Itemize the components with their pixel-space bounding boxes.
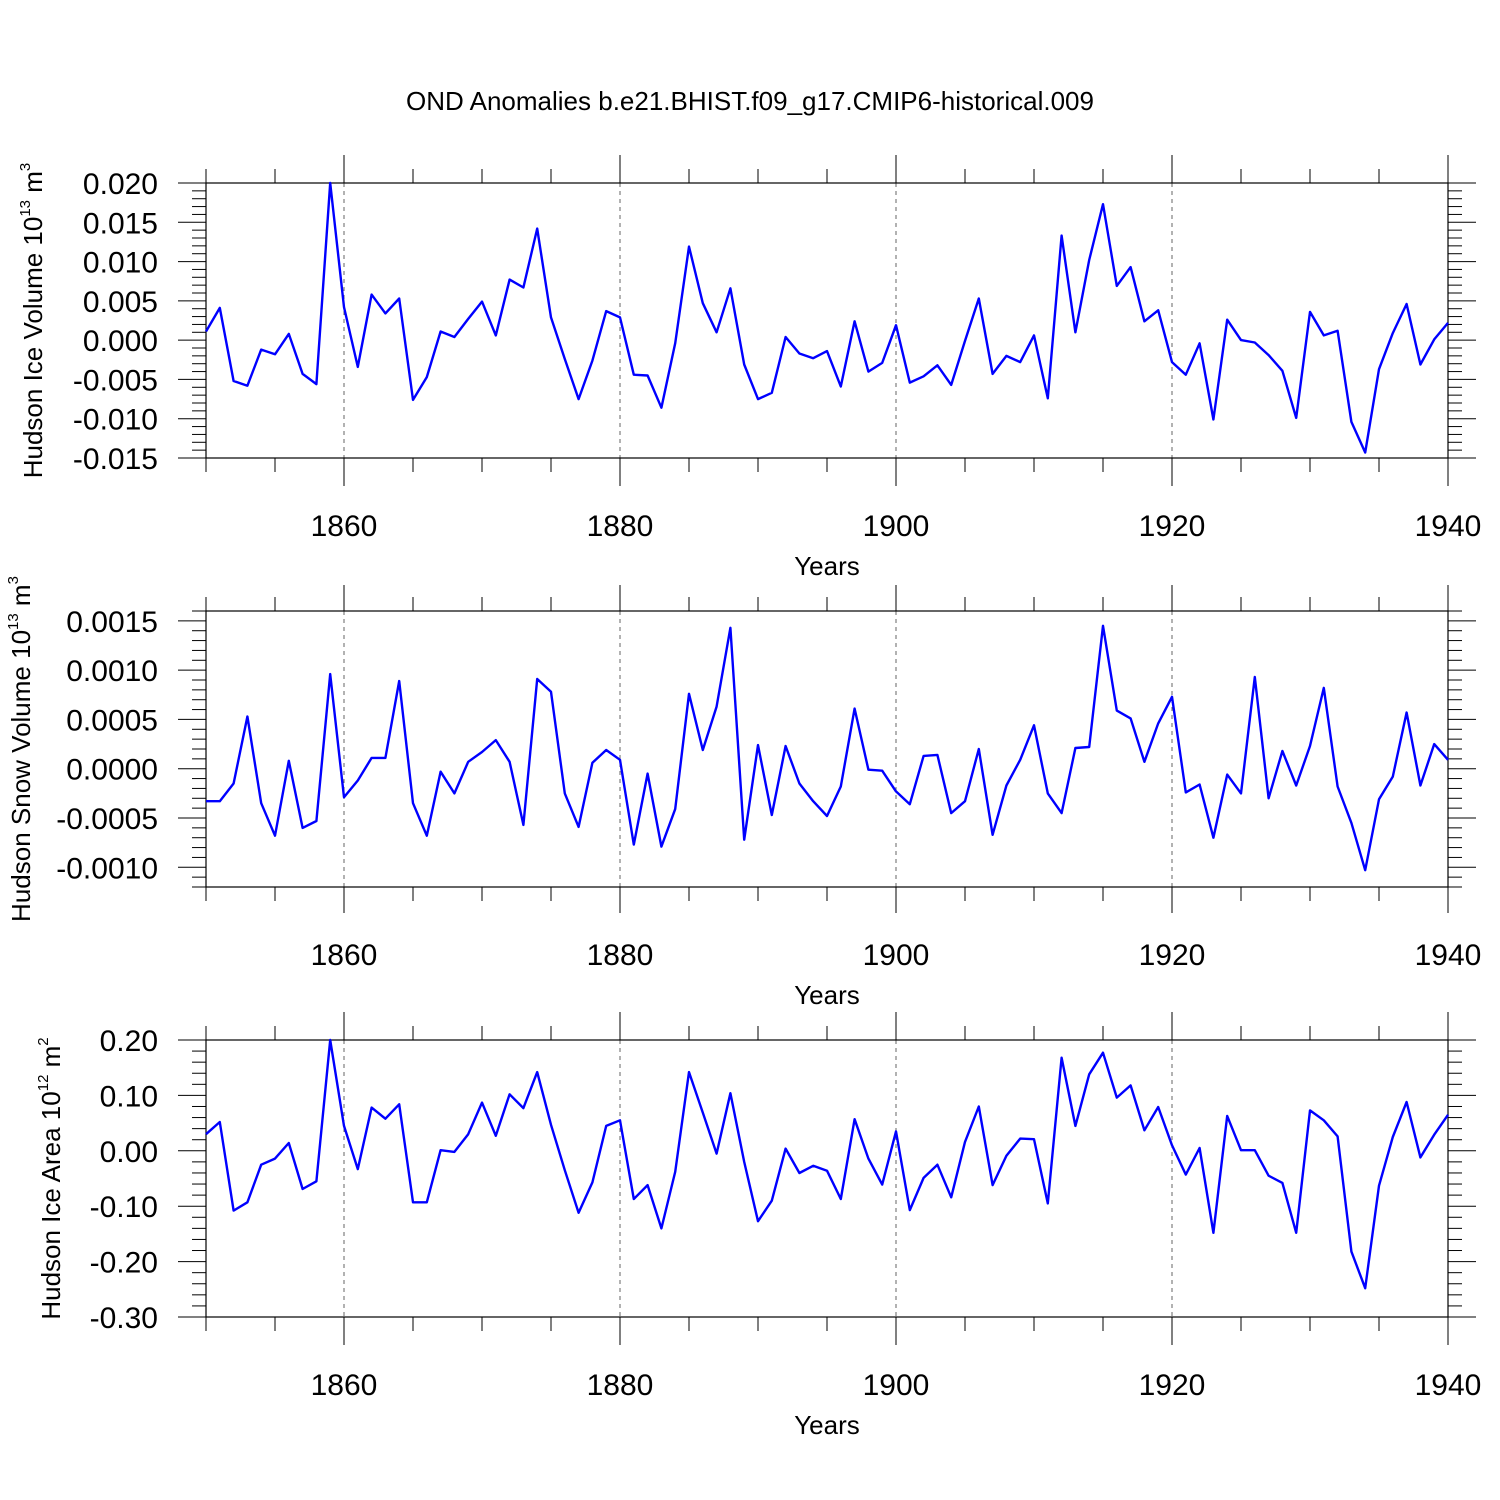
y-tick-label: 0.020: [83, 168, 158, 201]
x-tick-label: 1940: [1415, 510, 1482, 543]
panels: 1860 1880 1900 1920 1940 -0.015 -0.010 -0.005 0.…: [5, 155, 1481, 1440]
series-line: [204, 181, 1449, 454]
plot-frame: [205, 610, 1449, 888]
x-tick-label: 1880: [587, 939, 654, 972]
series-line: [205, 1038, 1449, 1290]
y-tick-label: 0.0005: [66, 704, 158, 737]
x-tick-label: 1920: [1139, 939, 1206, 972]
y-tick-label: -0.005: [73, 364, 158, 397]
x-tick-label: 1880: [587, 1369, 654, 1402]
y-axis-title: Hudson Ice Volume 1013 m3: [17, 163, 48, 479]
x-tick-label: 1880: [587, 510, 654, 543]
x-tick-label: 1860: [311, 939, 378, 972]
x-axis-title: Years: [794, 1410, 860, 1440]
y-tick-label: 0.00: [100, 1136, 158, 1169]
panel-1: 1860 1880 1900 1920 1940 -0.015 -0.010 -0.005 0.…: [17, 155, 1481, 581]
x-tick-label: 1920: [1139, 510, 1206, 543]
y-axis-title: Hudson Snow Volume 1013 m3: [5, 576, 36, 922]
y-tick-label: 0.0000: [66, 754, 158, 787]
chart-title: OND Anomalies b.e21.BHIST.f09_g17.CMIP6-…: [406, 86, 1094, 116]
y-tick-label: -0.015: [73, 443, 158, 476]
y-tick-label: 0.20: [100, 1025, 158, 1058]
y-tick-label: 0.010: [83, 247, 158, 280]
plot-frame: [205, 1039, 1449, 1318]
y-tick-label: -0.0010: [56, 852, 158, 885]
panel-2: 1860 1880 1900 1920 1940 -0.0010 -0.0005 0.0000…: [5, 576, 1481, 1010]
x-tick-label: 1900: [863, 510, 930, 543]
x-tick-label: 1920: [1139, 1369, 1206, 1402]
x-tick-label: 1940: [1415, 939, 1482, 972]
y-tick-label: 0.015: [83, 207, 158, 240]
x-axis-title: Years: [794, 980, 860, 1010]
y-tick-label: -0.30: [90, 1302, 158, 1335]
y-tick-label: 0.0010: [66, 655, 158, 688]
y-tick-label: 0.0015: [66, 606, 158, 639]
x-axis-title: Years: [794, 551, 860, 581]
y-axis-title: Hudson Ice Area 1012 m2: [35, 1037, 66, 1319]
y-tick-label: 0.000: [83, 325, 158, 358]
y-tick-label: -0.0005: [56, 803, 158, 836]
panel-3: 1860 1880 1900 1920 1940 -0.30 -0.20 -0.10 0.00 0…: [35, 1012, 1481, 1440]
x-tick-label: 1900: [863, 939, 930, 972]
x-tick-label: 1860: [311, 1369, 378, 1402]
plot-frame: [205, 182, 1449, 459]
series-line: [206, 624, 1449, 872]
y-tick-label: -0.20: [90, 1247, 158, 1280]
y-tick-label: 0.10: [100, 1080, 158, 1113]
y-tick-label: -0.010: [73, 404, 158, 437]
y-tick-label: -0.10: [90, 1191, 158, 1224]
x-tick-label: 1940: [1415, 1369, 1482, 1402]
x-tick-label: 1860: [311, 510, 378, 543]
y-tick-label: 0.005: [83, 286, 158, 319]
x-tick-label: 1900: [863, 1369, 930, 1402]
